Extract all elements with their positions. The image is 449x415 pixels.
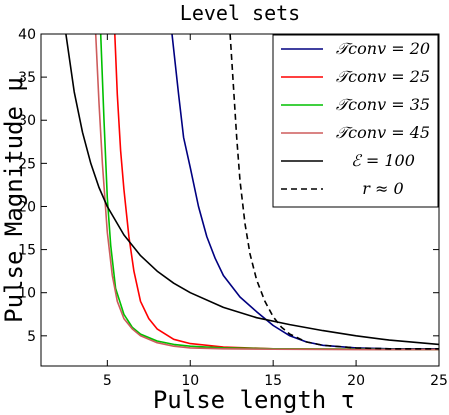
legend-label-5: ℰ = 100 [351,151,415,170]
x-tick-label: 5 [103,373,112,389]
y-tick-label: 25 [18,156,36,172]
y-tick-label: 35 [18,70,36,86]
legend-box [272,34,439,208]
y-tick-label: 40 [18,27,36,43]
x-axis-title: Pulse length τ [153,386,355,414]
series-lines [65,34,439,351]
chart-title: Level sets [180,1,300,25]
series-line-4 [94,34,439,351]
legend: 𝒯conv = 20 𝒯conv = 25 𝒯conv = 35 𝒯conv = 45… [272,34,439,208]
series-line-1 [171,34,439,350]
y-tick-label: 5 [27,329,36,345]
x-tick-label: 25 [430,373,448,389]
legend-label-3: 𝒯conv = 35 [336,95,430,114]
y-tick-label: 20 [18,199,36,215]
x-tick-label: 20 [347,373,365,389]
series-line-6 [229,34,439,350]
x-tick-label: 15 [264,373,282,389]
plot-area-frame [40,33,440,367]
legend-label-1: 𝒯conv = 20 [336,39,430,58]
series-line-5 [65,34,439,346]
legend-label-2: 𝒯conv = 25 [336,67,430,86]
y-tick-label: 30 [18,113,36,129]
x-tick-label: 10 [181,373,199,389]
y-tick-label: 10 [18,286,36,302]
y-axis-title: Pulse Magnitude μ [0,77,28,323]
y-tick-label: 15 [18,243,36,259]
axis-ticks: 5 10 15 20 25 5 10 15 20 25 30 35 40 [18,27,448,389]
legend-label-4: 𝒯conv = 45 [336,123,430,142]
legend-label-6: r ≈ 0 [362,179,403,198]
